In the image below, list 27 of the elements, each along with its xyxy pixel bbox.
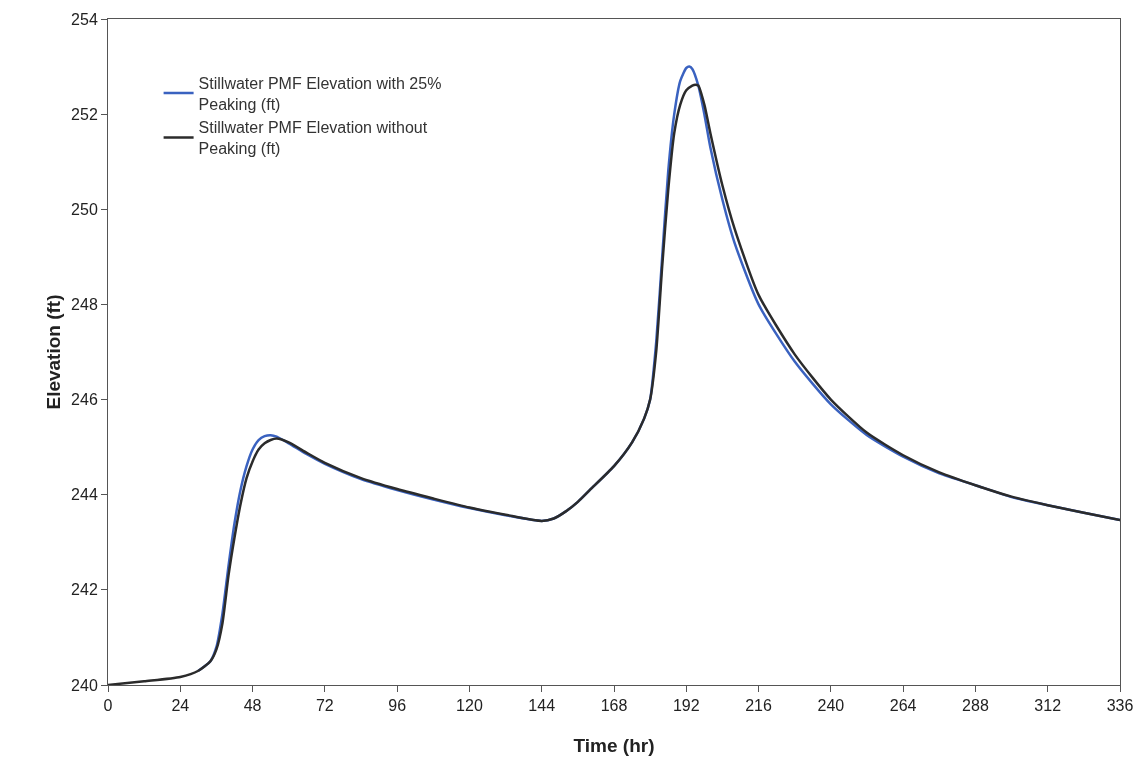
- y-tick-label: 250: [71, 200, 98, 218]
- x-tick-label: 144: [528, 697, 556, 715]
- x-tick-label: 216: [745, 697, 773, 715]
- x-tick-label: 72: [315, 697, 334, 715]
- x-tick-label: 264: [889, 697, 917, 715]
- legend-label: Stillwater PMF Elevation without Peaking (ft): [198, 119, 428, 158]
- x-tick-label: 336: [1106, 697, 1134, 715]
- x-tick-label: 96: [388, 697, 407, 715]
- x-tick-label: 0: [103, 697, 113, 715]
- x-tick-label: 48: [243, 697, 262, 715]
- x-tick-label: 120: [456, 697, 483, 715]
- y-tick-label: 254: [71, 10, 98, 28]
- x-tick-label: 312: [1034, 697, 1062, 715]
- y-tick-label: 246: [71, 391, 98, 409]
- x-axis-title: Time (hr): [573, 735, 655, 756]
- x-tick-label: 288: [962, 697, 989, 715]
- legend-label: Stillwater PMF Elevation with 25% Peaking (ft): [198, 74, 442, 113]
- x-tick-label: 24: [171, 697, 190, 715]
- y-axis-title: Elevation (ft): [43, 294, 64, 410]
- x-tick-label: 192: [672, 697, 700, 715]
- x-tick-label: 240: [817, 697, 845, 715]
- y-tick-label: 252: [71, 105, 98, 123]
- y-tick-label: 248: [71, 296, 98, 314]
- x-tick-label: 168: [600, 697, 628, 715]
- y-tick-label: 244: [71, 486, 98, 504]
- y-tick-label: 240: [71, 676, 98, 694]
- y-tick-label: 242: [71, 581, 98, 599]
